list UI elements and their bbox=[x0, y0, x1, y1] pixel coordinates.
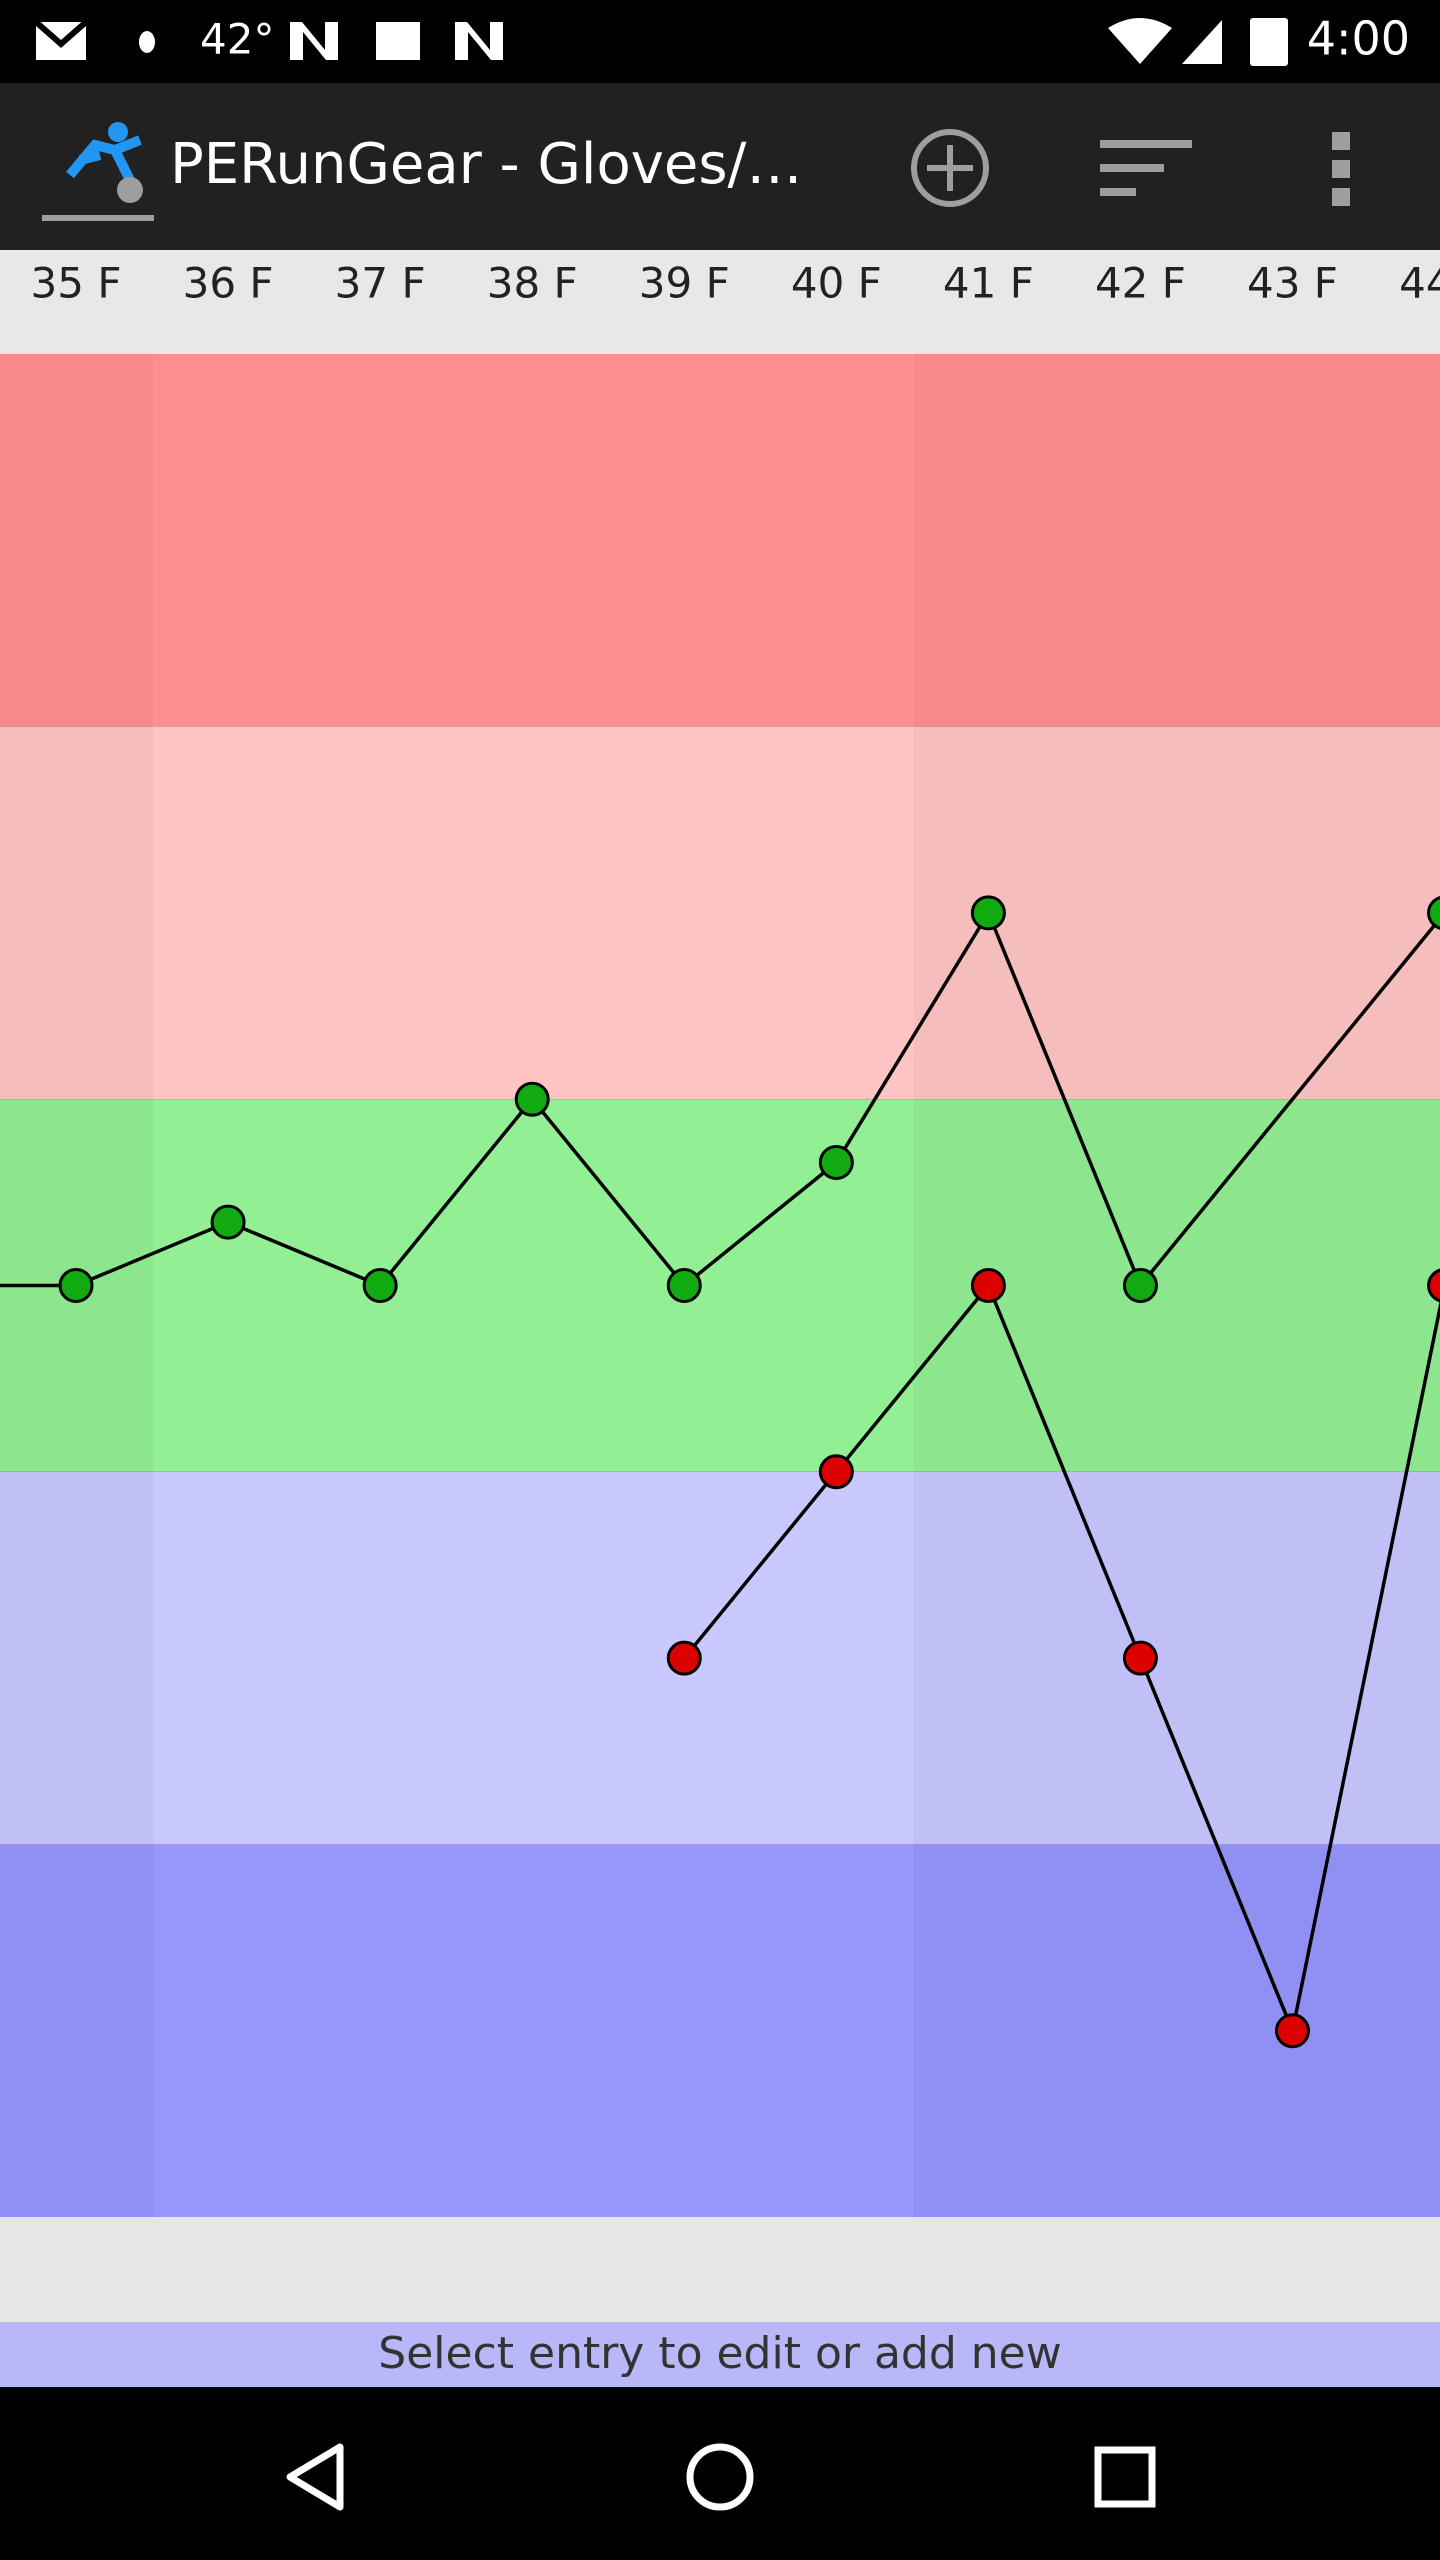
status-temperature: 42° bbox=[200, 15, 274, 64]
data-point bbox=[58, 1268, 94, 1303]
signal-icon bbox=[1182, 20, 1222, 64]
sort-button[interactable] bbox=[1100, 140, 1192, 196]
overflow-menu[interactable] bbox=[1332, 132, 1350, 206]
footer bbox=[0, 2322, 1440, 2387]
status-icon bbox=[139, 31, 155, 53]
data-point bbox=[1275, 2013, 1311, 2049]
data-point bbox=[666, 1640, 702, 1676]
status-bar bbox=[0, 0, 1440, 83]
data-point bbox=[1122, 1268, 1158, 1303]
plot-area bbox=[0, 354, 1440, 2217]
x-tick-label: 36 F bbox=[183, 259, 274, 308]
band bbox=[0, 1471, 1440, 1845]
series-line bbox=[0, 909, 1440, 1289]
status-icon bbox=[455, 22, 503, 60]
status-time: 4:00 bbox=[1307, 12, 1410, 66]
x-tick-label: 43 F bbox=[1247, 259, 1338, 308]
recents-button[interactable] bbox=[1094, 2446, 1156, 2508]
data-point bbox=[818, 1145, 854, 1181]
band bbox=[0, 1099, 1440, 1472]
axis-strip bbox=[0, 250, 1440, 354]
status-icon bbox=[290, 22, 338, 60]
back-button[interactable] bbox=[286, 2443, 344, 2511]
band bbox=[0, 1844, 1440, 2217]
bottom-strip bbox=[0, 2217, 1440, 2322]
data-point bbox=[210, 1204, 246, 1240]
data-point bbox=[1427, 1268, 1440, 1303]
mail-icon-flap bbox=[34, 19, 88, 48]
add-button[interactable] bbox=[911, 129, 989, 207]
x-tick-label: 38 F bbox=[487, 259, 578, 308]
band bbox=[0, 726, 1440, 1100]
data-point bbox=[1122, 1640, 1158, 1676]
x-tick-label: 42 F bbox=[1095, 259, 1186, 308]
app-title: PERunGear - Gloves/… bbox=[170, 132, 802, 197]
x-tick-label: 37 F bbox=[335, 259, 426, 308]
x-tick-label: 44 F bbox=[1399, 259, 1440, 308]
x-tick-label: 35 F bbox=[31, 259, 122, 308]
app-bar bbox=[0, 83, 1440, 250]
series-line bbox=[682, 1282, 1440, 2037]
image-icon bbox=[376, 22, 420, 60]
x-tick-label: 40 F bbox=[791, 259, 882, 308]
data-point bbox=[970, 895, 1006, 931]
footer-hint: Select entry to edit or add new bbox=[378, 2328, 1061, 2379]
data-point bbox=[970, 1268, 1006, 1303]
home-button[interactable] bbox=[686, 2443, 754, 2511]
x-tick-label: 39 F bbox=[639, 259, 730, 308]
wifi-icon bbox=[1108, 18, 1172, 64]
data-point bbox=[666, 1268, 702, 1303]
x-tick-label: 41 F bbox=[943, 259, 1034, 308]
data-point bbox=[514, 1081, 550, 1117]
nav-bar bbox=[0, 2387, 1440, 2560]
app-icon bbox=[42, 122, 154, 221]
battery-icon bbox=[1250, 18, 1288, 66]
band bbox=[0, 354, 1440, 727]
data-point bbox=[1427, 896, 1440, 930]
data-point bbox=[818, 1454, 854, 1490]
data-point bbox=[362, 1268, 398, 1303]
